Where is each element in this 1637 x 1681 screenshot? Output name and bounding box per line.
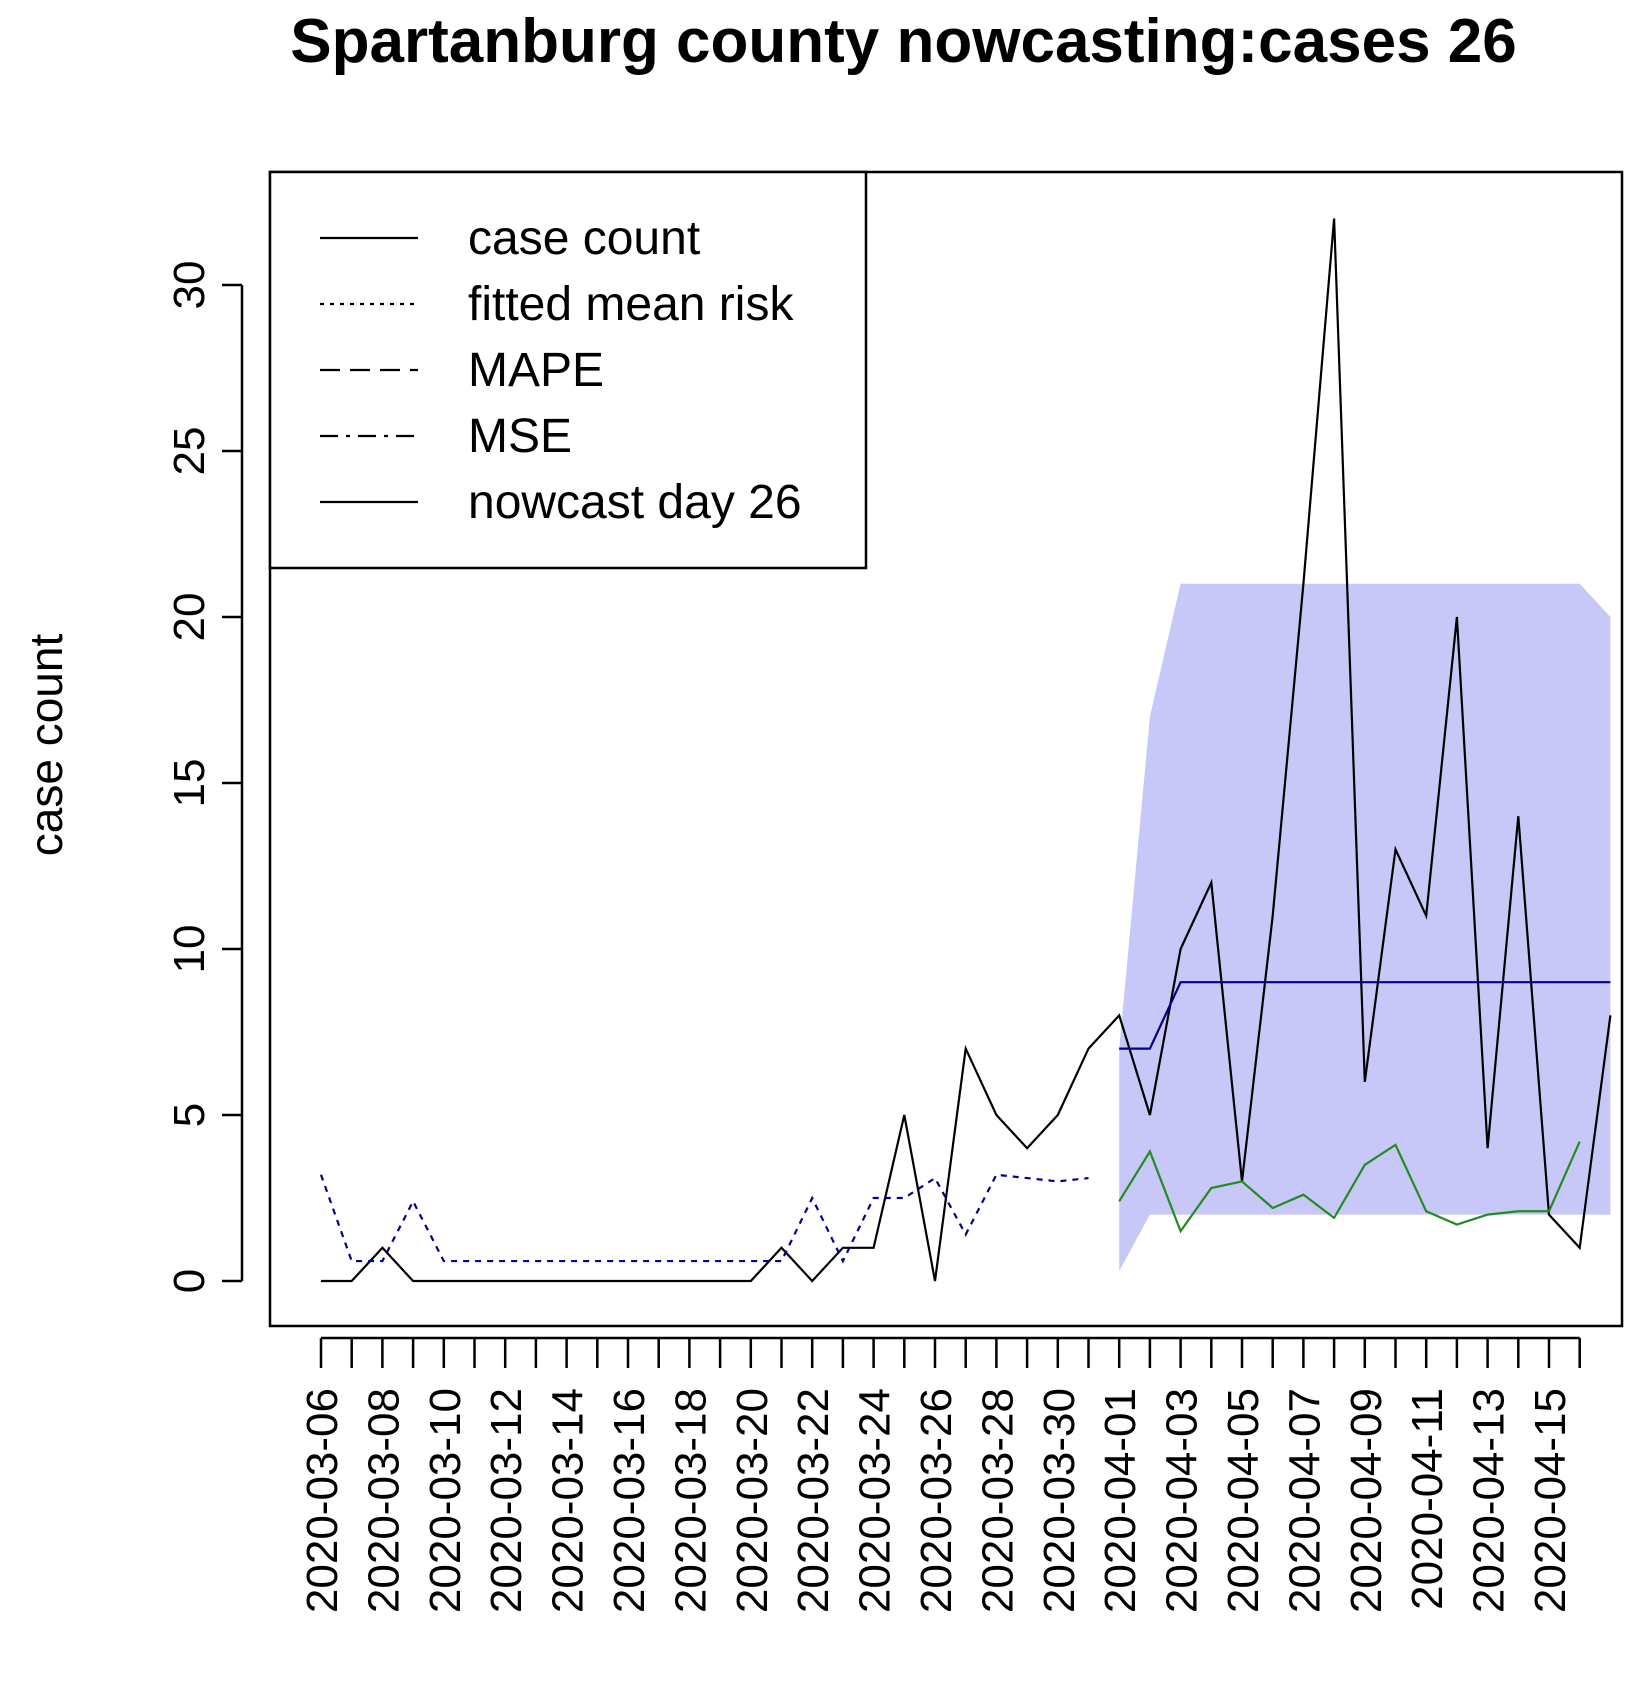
y-axis: 0 5 10 15 20 25 30 [165, 261, 244, 1293]
series-nowcast-day-26 [1119, 981, 1611, 1050]
y-tick-label: 5 [165, 1103, 214, 1127]
y-tick-label: 15 [165, 759, 214, 808]
prediction-band [1119, 583, 1611, 1272]
x-tick-label: 2020-03-24 [851, 1388, 900, 1613]
plot-frame [268, 170, 1624, 1328]
legend-label: MAPE [468, 344, 604, 397]
x-tick-label: 2020-03-16 [605, 1388, 654, 1613]
legend: case count fitted mean risk MAPE MSE nowcast… [268, 170, 868, 570]
x-tick-label: 2020-03-10 [421, 1388, 470, 1613]
x-tick-label: 2020-03-18 [666, 1388, 715, 1613]
x-tick-label: 2020-04-09 [1342, 1388, 1391, 1613]
x-tick-label: 2020-04-13 [1465, 1388, 1514, 1613]
prediction-band-layer [1119, 583, 1611, 1272]
x-tick-label: 2020-03-20 [728, 1388, 777, 1613]
x-tick-label: 2020-04-15 [1526, 1388, 1575, 1613]
y-tick-label: 10 [165, 925, 214, 974]
x-tick-label: 2020-03-22 [789, 1388, 838, 1613]
x-tick-label: 2020-04-03 [1158, 1388, 1207, 1613]
legend-label: case count [468, 212, 700, 265]
legend-label: fitted mean risk [468, 278, 794, 331]
series-fitted-mean-risk [319, 1173, 1089, 1264]
x-tick-label: 2020-04-05 [1219, 1388, 1268, 1613]
series-lower-nowcast [1118, 1141, 1581, 1234]
y-tick-label: 20 [165, 593, 214, 642]
x-axis: 2020-03-06 2020-03-08 2020-03-10 2020-03-12… [298, 1336, 1581, 1613]
series-layer [319, 218, 1612, 1283]
y-tick-label: 0 [165, 1269, 214, 1293]
x-tick-label: 2020-03-08 [359, 1388, 408, 1613]
legend-label: MSE [468, 410, 572, 463]
series-case-count [321, 218, 1612, 1283]
legend-label: nowcast day 26 [468, 476, 802, 529]
x-tick-label: 2020-03-06 [298, 1388, 347, 1613]
x-tick-label: 2020-03-14 [544, 1388, 593, 1613]
x-tick-label: 2020-03-28 [973, 1388, 1022, 1613]
x-tick-label: 2020-03-12 [482, 1388, 531, 1613]
y-tick-label: 25 [165, 427, 214, 476]
x-tick-label: 2020-04-07 [1280, 1388, 1329, 1613]
y-axis-label: case count [20, 634, 72, 857]
x-tick-label: 2020-04-11 [1403, 1388, 1452, 1610]
chart-title: Spartanburg county nowcasting:cases 26 [290, 7, 1517, 76]
x-tick-label: 2020-03-26 [912, 1388, 961, 1613]
x-tick-label: 2020-04-01 [1096, 1388, 1145, 1613]
x-tick-label: 2020-03-30 [1035, 1388, 1084, 1613]
y-tick-label: 30 [165, 261, 214, 310]
